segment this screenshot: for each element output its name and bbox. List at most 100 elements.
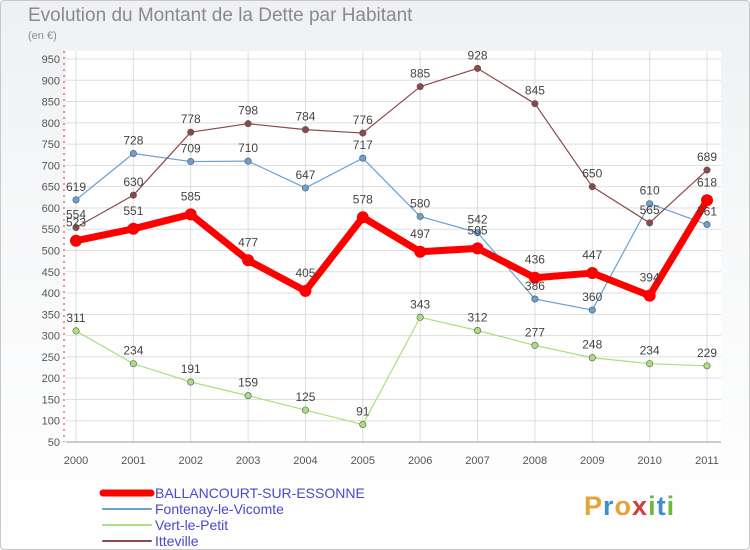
data-label-itteville: 845 <box>525 84 545 98</box>
y-tick-label: 900 <box>42 75 60 87</box>
chart-title: Evolution du Montant de la Dette par Hab… <box>28 5 413 26</box>
data-point-itteville <box>703 166 711 174</box>
y-tick-label: 850 <box>42 97 60 109</box>
data-point-itteville <box>301 126 309 134</box>
data-label-ballancourt: 551 <box>123 204 143 218</box>
y-tick-label: 600 <box>42 203 60 215</box>
data-point-ballancourt <box>586 267 599 280</box>
data-point-itteville <box>72 224 80 232</box>
data-label-vert: 125 <box>295 390 315 404</box>
y-tick-label: 800 <box>42 118 60 130</box>
data-point-ballancourt <box>70 234 82 247</box>
series-line-vert <box>75 316 708 426</box>
data-point-ballancourt <box>127 222 140 235</box>
data-label-vert: 312 <box>468 311 488 325</box>
data-point-vert <box>187 378 195 386</box>
data-label-itteville: 784 <box>295 110 315 124</box>
data-label-vert: 91 <box>356 405 370 419</box>
x-tick-label: 2001 <box>121 455 145 467</box>
data-point-ballancourt <box>471 242 484 255</box>
unit-label: (en €) <box>28 30 57 42</box>
data-label-itteville: 778 <box>181 112 201 126</box>
data-label-vert: 191 <box>181 362 201 376</box>
data-point-itteville <box>129 191 137 199</box>
data-point-ballancourt <box>356 211 369 224</box>
data-label-itteville: 798 <box>238 104 258 118</box>
data-label-ballancourt: 578 <box>353 192 373 206</box>
data-point-itteville <box>531 100 539 108</box>
data-point-vert <box>703 362 711 370</box>
data-label-vert: 234 <box>123 344 143 358</box>
logo-letter: r <box>603 491 615 521</box>
x-tick-label: 2004 <box>293 455 317 467</box>
data-point-vert <box>72 327 80 335</box>
y-tick-label: 100 <box>42 416 60 428</box>
x-tick-label: 2003 <box>236 455 260 467</box>
data-label-itteville: 630 <box>123 175 143 189</box>
data-point-vert <box>646 360 654 368</box>
data-point-vert <box>359 421 367 429</box>
data-point-itteville <box>187 128 195 136</box>
legend-label-itteville: Itteville <box>155 533 199 549</box>
logo-letter: x <box>632 491 649 521</box>
data-point-itteville <box>646 219 654 227</box>
data-label-ballancourt: 585 <box>181 189 201 203</box>
data-label-itteville: 565 <box>640 203 660 217</box>
data-point-ballancourt <box>184 208 197 221</box>
data-label-itteville: 650 <box>582 167 602 181</box>
data-label-fontenay: 542 <box>468 213 488 227</box>
legend-label-ballancourt: BALLANCOURT-SUR-ESSONNE <box>155 485 365 501</box>
data-label-ballancourt: 505 <box>468 223 488 237</box>
data-label-vert: 277 <box>525 325 545 339</box>
y-tick-label: 350 <box>42 309 60 321</box>
data-label-fontenay: 709 <box>181 142 201 156</box>
data-label-fontenay: 360 <box>582 290 602 304</box>
data-point-ballancourt <box>701 194 713 207</box>
legend-label-vert: Vert-le-Petit <box>155 517 228 533</box>
data-point-ballancourt <box>643 289 656 302</box>
data-label-vert: 229 <box>697 346 717 360</box>
data-label-fontenay: 386 <box>525 279 545 293</box>
y-tick-label: 950 <box>42 54 60 66</box>
data-label-itteville: 776 <box>353 113 373 127</box>
series-line-itteville <box>75 67 708 229</box>
data-label-ballancourt: 394 <box>640 271 660 285</box>
data-label-fontenay: 728 <box>123 133 143 147</box>
y-tick-label: 650 <box>42 182 60 194</box>
data-label-ballancourt: 447 <box>582 248 602 262</box>
x-tick-label: 2008 <box>523 455 547 467</box>
y-tick-label: 300 <box>42 331 60 343</box>
data-point-itteville <box>244 120 252 128</box>
data-label-itteville: 928 <box>468 48 488 62</box>
data-label-fontenay: 580 <box>410 196 430 210</box>
data-label-ballancourt: 405 <box>295 266 315 280</box>
data-point-vert <box>474 327 482 335</box>
y-tick-label: 750 <box>42 139 60 151</box>
x-tick-label: 2005 <box>351 455 375 467</box>
data-point-fontenay <box>129 149 137 157</box>
data-point-fontenay <box>301 184 309 192</box>
data-point-vert <box>416 313 424 321</box>
data-label-fontenay: 647 <box>295 168 315 182</box>
x-tick-label: 2007 <box>465 455 489 467</box>
data-point-ballancourt <box>299 284 312 297</box>
x-tick-label: 2000 <box>64 455 88 467</box>
data-label-fontenay: 561 <box>697 205 717 219</box>
data-point-itteville <box>359 129 367 137</box>
y-tick-label: 500 <box>42 246 60 258</box>
x-tick-label: 2011 <box>695 455 719 467</box>
y-tick-label: 150 <box>42 394 60 406</box>
data-label-itteville: 554 <box>66 208 86 222</box>
data-label-vert: 343 <box>410 297 430 311</box>
data-label-ballancourt: 477 <box>238 235 258 249</box>
y-tick-label: 250 <box>42 352 60 364</box>
data-label-ballancourt: 523 <box>66 216 86 230</box>
data-label-fontenay: 710 <box>238 141 258 155</box>
data-point-itteville <box>588 183 596 191</box>
data-point-vert <box>301 406 309 414</box>
proxiti-logo: Proxiti <box>584 491 675 522</box>
data-point-vert <box>531 341 539 349</box>
data-point-fontenay <box>531 295 539 303</box>
x-tick-label: 2002 <box>178 455 202 467</box>
